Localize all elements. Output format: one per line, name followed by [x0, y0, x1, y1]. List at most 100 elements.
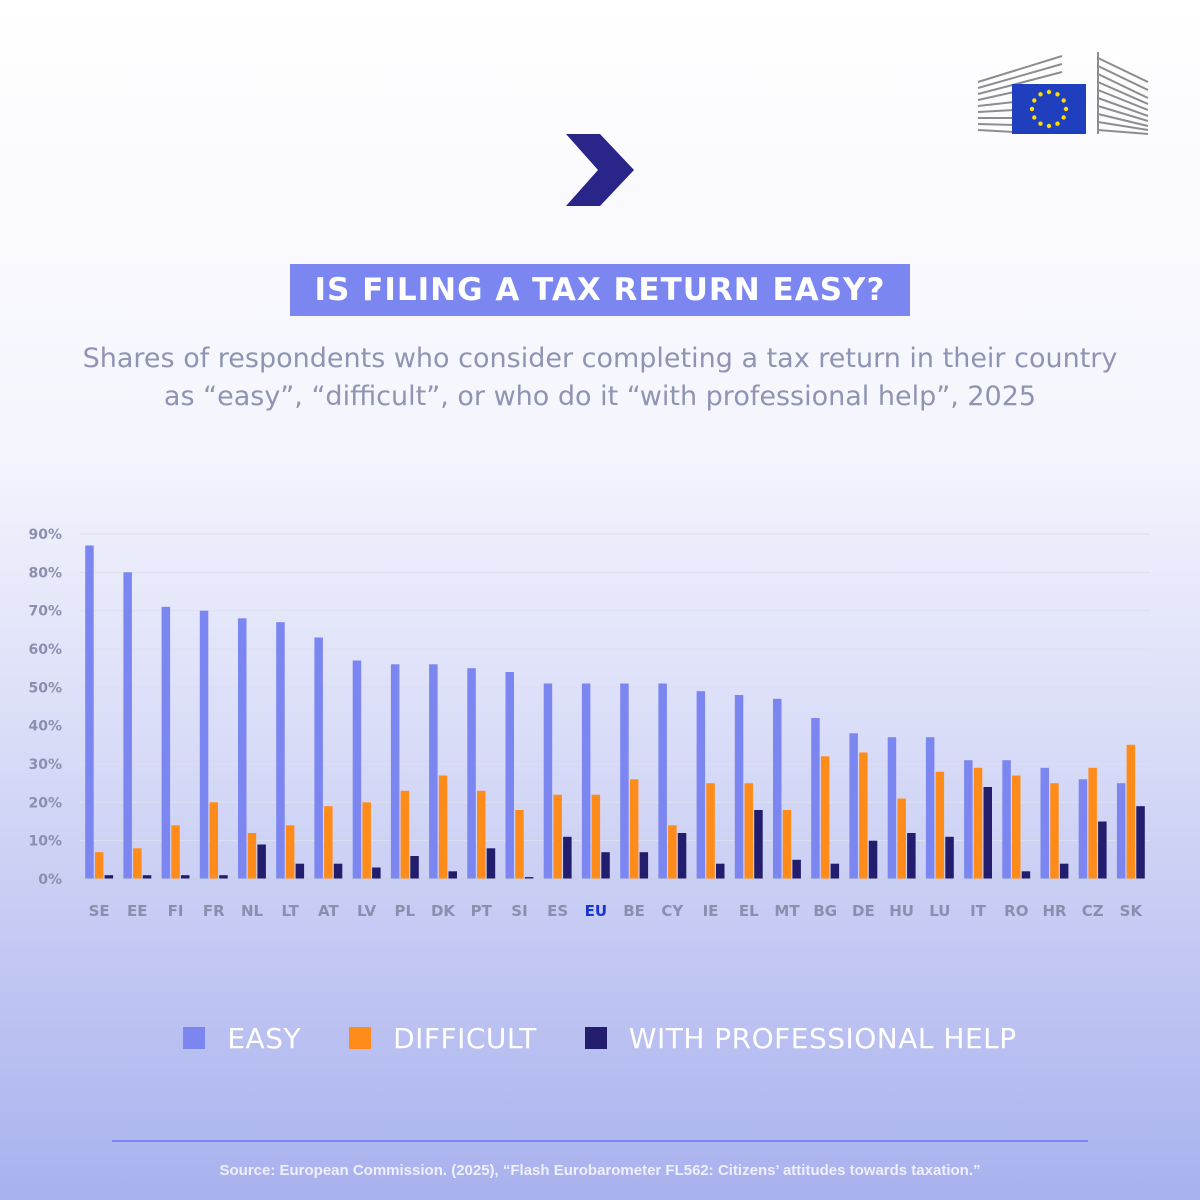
chart-subtitle: Shares of respondents who consider compl…: [40, 340, 1160, 416]
x-tick-label: FI: [168, 902, 184, 920]
european-commission-logo-icon: [977, 52, 1149, 135]
x-tick-label: SK: [1120, 902, 1144, 920]
bar-difficult-dk: [438, 775, 448, 879]
y-tick-label: 60%: [28, 642, 62, 658]
x-tick-label: IE: [703, 902, 719, 920]
bar-help-ie: [716, 863, 725, 879]
bar-difficult-ro: [1012, 775, 1021, 879]
x-tick-label: SI: [511, 902, 527, 920]
bar-help-be: [639, 852, 649, 879]
bar-easy-de: [849, 733, 858, 879]
bar-difficult-lt: [285, 825, 295, 879]
legend-swatch-difficult: [349, 1027, 372, 1049]
bar-easy-pl: [390, 664, 400, 879]
x-tick-label: IT: [970, 902, 987, 920]
bar-difficult-nl: [247, 833, 257, 879]
y-tick-label: 90%: [28, 527, 62, 543]
y-tick-label: 30%: [28, 757, 62, 773]
bar-help-fi: [181, 875, 190, 879]
bar-help-mt: [792, 859, 801, 879]
x-tick-label: DK: [431, 902, 456, 920]
legend-label-difficult: DIFFICULT: [393, 1021, 537, 1055]
bar-easy-hr: [1040, 767, 1049, 879]
bar-help-fr: [219, 875, 228, 879]
x-tick-label: PL: [395, 902, 416, 920]
bar-easy-dk: [429, 664, 438, 879]
bar-difficult-it: [973, 767, 983, 879]
bar-help-dk: [448, 871, 457, 879]
bar-easy-ee: [123, 572, 132, 879]
legend-swatch-easy: [183, 1027, 206, 1049]
bar-difficult-es: [553, 794, 562, 879]
bar-easy-it: [964, 760, 973, 879]
bar-help-ro: [1021, 871, 1031, 879]
logo-star: [1061, 98, 1066, 103]
bar-help-hr: [1059, 863, 1069, 879]
logo-star: [1032, 115, 1037, 120]
bar-easy-fr: [199, 610, 209, 879]
bar-easy-bg: [811, 718, 820, 879]
bar-difficult-be: [629, 779, 639, 879]
bar-difficult-lv: [362, 802, 371, 879]
bar-easy-eu: [581, 683, 591, 879]
chart-legend: EASY DIFFICULT WITH PROFESSIONAL HELP: [0, 1016, 1200, 1060]
bar-help-nl: [257, 844, 266, 879]
x-tick-label: LT: [282, 902, 300, 920]
x-tick-label: AT: [318, 902, 339, 920]
bar-easy-si: [505, 672, 514, 879]
x-tick-label: ES: [547, 902, 568, 920]
bar-easy-es: [543, 683, 553, 879]
bar-help-es: [563, 836, 572, 879]
x-tick-label: CZ: [1082, 902, 1104, 920]
y-tick-label: 80%: [28, 565, 62, 581]
bar-easy-at: [314, 637, 323, 879]
bar-difficult-fi: [171, 825, 180, 879]
bar-easy-lt: [276, 622, 285, 879]
bar-difficult-mt: [782, 810, 792, 879]
x-tick-label: DE: [852, 902, 875, 920]
y-tick-label: 0%: [38, 872, 62, 888]
bar-difficult-ie: [706, 783, 715, 879]
bar-help-bg: [830, 863, 840, 879]
y-tick-label: 10%: [28, 834, 62, 850]
bar-help-ee: [142, 875, 152, 879]
bar-difficult-de: [859, 752, 868, 879]
bar-help-cz: [1098, 821, 1107, 879]
legend-label-professional-help: WITH PROFESSIONAL HELP: [628, 1021, 1017, 1055]
bar-chart: 0% 10% 20% 30% 40% 50% 60% 70% 80% 90% SE EE FI FR NL L…: [28, 527, 1150, 920]
bar-difficult-at: [324, 806, 333, 879]
bar-easy-hu: [887, 737, 897, 879]
bar-help-sk: [1136, 806, 1145, 879]
x-tick-label: HR: [1042, 902, 1067, 920]
x-tick-label: LU: [929, 902, 950, 920]
x-tick-label: BG: [813, 902, 837, 920]
bar-difficult-hu: [897, 798, 906, 879]
bar-easy-lu: [925, 737, 935, 879]
x-tick-label: EU: [585, 902, 607, 920]
logo-star: [1063, 106, 1069, 112]
bar-easy-lv: [352, 660, 362, 879]
y-tick-label: 20%: [28, 795, 62, 811]
bar-easy-fi: [161, 606, 171, 879]
legend-item-easy: EASY: [183, 1022, 301, 1055]
chart-title: IS FILING A TAX RETURN EASY?: [290, 264, 910, 316]
y-tick-label: 40%: [28, 719, 62, 735]
bar-difficult-pl: [400, 790, 410, 879]
bar-difficult-sk: [1126, 744, 1136, 879]
logo-star: [1046, 89, 1052, 95]
bar-help-lt: [295, 863, 305, 879]
logo-star: [1032, 98, 1037, 103]
logo-star: [1055, 92, 1060, 97]
bar-help-si: [524, 877, 534, 879]
x-tick-label: HU: [889, 902, 914, 920]
bar-easy-sk: [1116, 783, 1126, 879]
bar-easy-mt: [773, 698, 782, 879]
bar-easy-ie: [696, 691, 706, 879]
bar-easy-pt: [467, 668, 476, 879]
x-tick-label: PT: [471, 902, 493, 920]
x-tick-label: MT: [774, 902, 800, 920]
bar-easy-nl: [238, 618, 247, 879]
source-note: Source: European Commission. (2025), “Fl…: [219, 1162, 981, 1179]
bar-easy-cz: [1078, 779, 1088, 879]
bar-difficult-lu: [935, 771, 945, 879]
